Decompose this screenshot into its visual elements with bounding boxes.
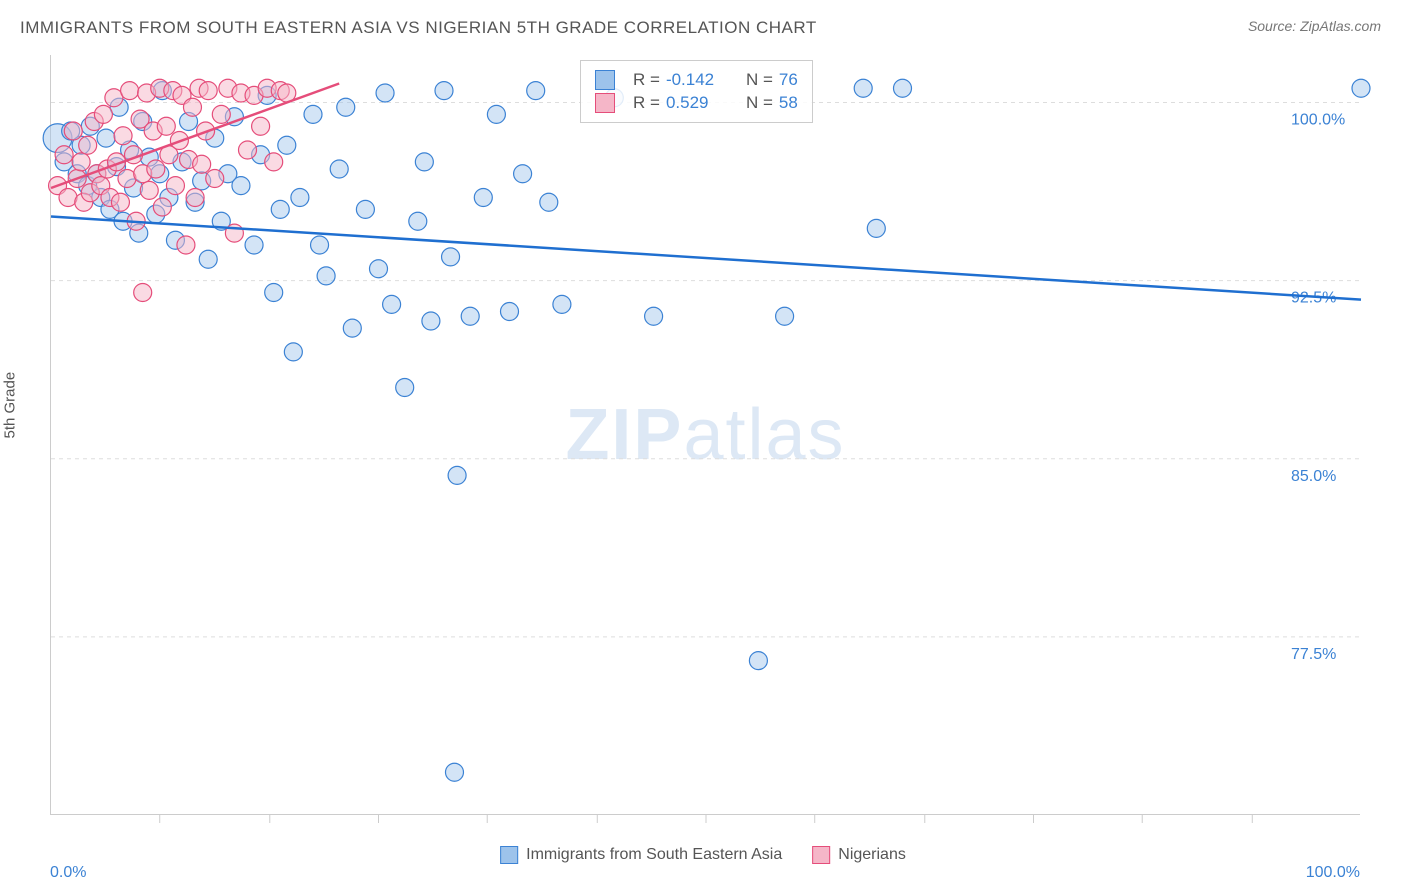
legend-item: Immigrants from South Eastern Asia bbox=[500, 846, 782, 864]
data-point bbox=[199, 250, 217, 268]
legend-label: Immigrants from South Eastern Asia bbox=[526, 846, 782, 864]
data-point bbox=[284, 343, 302, 361]
data-point bbox=[343, 319, 361, 337]
data-point bbox=[487, 105, 505, 123]
data-point bbox=[383, 295, 401, 313]
trend-line bbox=[51, 217, 1361, 300]
data-point bbox=[445, 763, 463, 781]
data-point bbox=[854, 79, 872, 97]
legend-label: Nigerians bbox=[838, 846, 906, 864]
data-point bbox=[304, 105, 322, 123]
legend-swatch-icon bbox=[812, 846, 830, 864]
data-point bbox=[448, 466, 466, 484]
data-point bbox=[252, 117, 270, 135]
data-point bbox=[97, 129, 115, 147]
data-point bbox=[166, 177, 184, 195]
data-point bbox=[442, 248, 460, 266]
data-point bbox=[337, 98, 355, 116]
data-point bbox=[461, 307, 479, 325]
data-point bbox=[415, 153, 433, 171]
y-tick-label: 100.0% bbox=[1291, 112, 1345, 129]
data-point bbox=[183, 98, 201, 116]
info-n-label: N = bbox=[746, 93, 773, 113]
data-point bbox=[147, 160, 165, 178]
data-point bbox=[409, 212, 427, 230]
y-tick-label: 85.0% bbox=[1291, 468, 1336, 485]
data-point bbox=[121, 82, 139, 100]
data-point bbox=[501, 303, 519, 321]
data-point bbox=[199, 82, 217, 100]
chart-container: IMMIGRANTS FROM SOUTH EASTERN ASIA VS NI… bbox=[0, 0, 1406, 892]
x-axis-min: 0.0% bbox=[50, 864, 86, 882]
data-point bbox=[278, 136, 296, 154]
chart-title: IMMIGRANTS FROM SOUTH EASTERN ASIA VS NI… bbox=[20, 18, 817, 38]
data-point bbox=[396, 379, 414, 397]
data-point bbox=[776, 307, 794, 325]
data-point bbox=[212, 105, 230, 123]
info-row: R = -0.142 N = 76 bbox=[595, 70, 798, 90]
data-point bbox=[94, 105, 112, 123]
data-point bbox=[239, 141, 257, 159]
correlation-info-box: R = -0.142 N = 76 R = 0.529 N = 58 bbox=[580, 60, 813, 123]
data-point bbox=[553, 295, 571, 313]
data-point bbox=[186, 189, 204, 207]
data-point bbox=[140, 181, 158, 199]
data-point bbox=[894, 79, 912, 97]
info-row: R = 0.529 N = 58 bbox=[595, 93, 798, 113]
data-point bbox=[72, 153, 90, 171]
data-point bbox=[271, 200, 289, 218]
info-r-label: R = bbox=[633, 70, 660, 90]
data-point bbox=[206, 170, 224, 188]
data-point bbox=[540, 193, 558, 211]
data-point bbox=[134, 284, 152, 302]
info-n-value: 76 bbox=[779, 70, 798, 90]
info-r-label: R = bbox=[633, 93, 660, 113]
data-point bbox=[317, 267, 335, 285]
data-point bbox=[435, 82, 453, 100]
data-point bbox=[376, 84, 394, 102]
data-point bbox=[55, 146, 73, 164]
legend-item: Nigerians bbox=[812, 846, 906, 864]
data-point bbox=[370, 260, 388, 278]
info-r-value: 0.529 bbox=[666, 93, 736, 113]
y-axis-label: 5th Grade bbox=[2, 372, 19, 439]
data-point bbox=[64, 122, 82, 140]
y-tick-label: 77.5% bbox=[1291, 646, 1336, 663]
data-point bbox=[291, 189, 309, 207]
data-point bbox=[645, 307, 663, 325]
data-point bbox=[265, 153, 283, 171]
data-point bbox=[232, 177, 250, 195]
data-point bbox=[867, 219, 885, 237]
info-r-value: -0.142 bbox=[666, 70, 736, 90]
data-point bbox=[79, 136, 97, 154]
data-point bbox=[111, 193, 129, 211]
data-point bbox=[330, 160, 348, 178]
data-point bbox=[193, 155, 211, 173]
data-point bbox=[265, 284, 283, 302]
data-point bbox=[527, 82, 545, 100]
data-point bbox=[311, 236, 329, 254]
source-attribution: Source: ZipAtlas.com bbox=[1248, 18, 1381, 34]
data-point bbox=[114, 127, 132, 145]
data-point bbox=[153, 198, 171, 216]
data-point bbox=[177, 236, 195, 254]
legend-swatch-icon bbox=[500, 846, 518, 864]
info-swatch-icon bbox=[595, 70, 615, 90]
chart-svg: 100.0%92.5%85.0%77.5% bbox=[51, 55, 1360, 814]
info-n-value: 58 bbox=[779, 93, 798, 113]
data-point bbox=[245, 236, 263, 254]
data-point bbox=[749, 652, 767, 670]
data-point bbox=[356, 200, 374, 218]
data-point bbox=[514, 165, 532, 183]
x-axis-max: 100.0% bbox=[1306, 864, 1360, 882]
data-point bbox=[1352, 79, 1370, 97]
data-point bbox=[157, 117, 175, 135]
data-point bbox=[422, 312, 440, 330]
data-point bbox=[474, 189, 492, 207]
info-swatch-icon bbox=[595, 93, 615, 113]
info-n-label: N = bbox=[746, 70, 773, 90]
bottom-legend: Immigrants from South Eastern Asia Nigeri… bbox=[500, 846, 906, 864]
plot-area: ZIPatlas 100.0%92.5%85.0%77.5% bbox=[50, 55, 1360, 815]
